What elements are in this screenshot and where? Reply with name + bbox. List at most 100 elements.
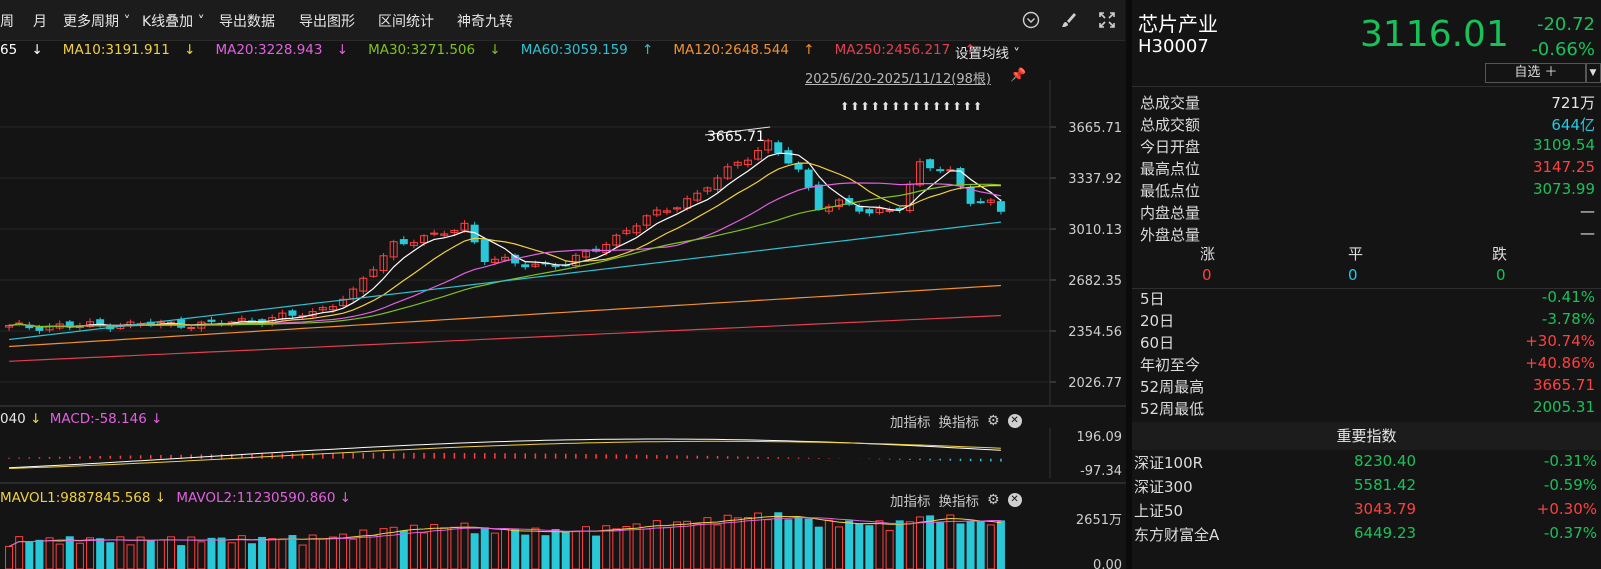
volume-bar — [268, 538, 277, 569]
export-chart-button[interactable]: 导出图形 — [299, 14, 355, 30]
volume-bar — [936, 522, 945, 569]
candle-body — [96, 319, 105, 325]
kline-overlay-menu[interactable]: K线叠加 ˅ — [142, 11, 205, 31]
volume-bar — [187, 536, 196, 569]
candle-body — [328, 306, 337, 311]
return-row: 5日 -0.41% — [1140, 288, 1595, 308]
period-month-tab[interactable]: 月 — [33, 14, 47, 30]
switch-indicator-button[interactable]: 换指标 — [938, 415, 980, 431]
macd-legend: 040 ↓ MACD:-58.146 ↓ — [0, 411, 162, 427]
volume-chart[interactable]: 2651万 0.00 — [0, 508, 1126, 569]
close-icon[interactable]: ✕ — [1007, 493, 1022, 507]
change-percent: -0.66% — [1531, 39, 1595, 60]
candle-body — [996, 201, 1005, 212]
fullscreen-icon[interactable] — [1097, 10, 1117, 30]
gear-icon[interactable]: ⚙ — [987, 413, 1000, 429]
volume-bar — [65, 536, 74, 569]
candle-body — [976, 201, 985, 204]
index-code: H30007 — [1138, 36, 1209, 57]
collapse-icon[interactable] — [1021, 10, 1041, 30]
macd-chart[interactable]: 196.09 -97.34 — [0, 428, 1126, 478]
volume-bar — [764, 519, 773, 569]
volume-bar — [511, 529, 520, 569]
volume-bar — [946, 514, 955, 569]
divider — [1132, 288, 1601, 289]
ma5-value: 65 ↓ — [0, 42, 43, 58]
candle-body — [440, 233, 449, 236]
add-indicator-button[interactable]: 加指标 — [890, 415, 931, 431]
watchlist-dropdown-icon[interactable]: ▼ — [1585, 63, 1601, 83]
mavol-arrow: ↓ — [339, 490, 352, 506]
y-axis-label: 3665.71 — [1068, 121, 1122, 136]
candle-body — [480, 239, 489, 262]
period-week-tab[interactable]: 周 — [0, 14, 14, 30]
candle-body — [288, 310, 297, 316]
volume-bar — [501, 528, 509, 569]
ma20-value: MA20:3228.943 ↓ — [215, 42, 349, 58]
return-row: 年初至今 +40.86% — [1140, 354, 1595, 374]
peak-pointer — [704, 126, 771, 136]
volume-bar — [814, 526, 823, 569]
volume-bar — [743, 517, 752, 569]
volume-bar — [247, 543, 256, 569]
ma10-value: MA10:3191.911 ↓ — [62, 42, 196, 58]
candle-body — [865, 209, 874, 214]
add-indicator-button[interactable]: 加指标 — [890, 494, 931, 510]
breadth-up-label: 涨 — [1200, 245, 1216, 263]
stat-row: 总成交额 644亿 — [1140, 116, 1595, 134]
chevron-down-icon: ˅ — [119, 14, 131, 30]
index-row[interactable]: 深证100R 8230.40 -0.31% — [1134, 452, 1597, 472]
candle-body — [389, 241, 398, 258]
candle-body — [622, 230, 631, 234]
volume-bar — [258, 536, 267, 569]
candle-body — [359, 277, 368, 292]
gear-icon[interactable]: ⚙ — [987, 492, 1000, 508]
magic-nine-button[interactable]: 神奇九转 — [457, 14, 513, 30]
panel-divider[interactable] — [0, 405, 1126, 407]
volume-bar — [673, 521, 682, 569]
ma-settings-label: 设置均线 — [955, 46, 1009, 62]
date-range-label[interactable]: 2025/6/20-2025/11/12(98根) — [805, 72, 991, 87]
volume-bar — [612, 528, 621, 569]
volume-bar — [521, 534, 530, 569]
panel-divider[interactable] — [0, 482, 1126, 484]
change-value: -20.72 — [1536, 14, 1595, 35]
ma120-value: MA120:2648.544 ↑ — [673, 42, 815, 58]
candle-body — [784, 150, 793, 164]
volume-bar — [460, 522, 469, 569]
index-row[interactable]: 深证300 5581.42 -0.59% — [1134, 476, 1597, 496]
pin-icon[interactable]: 📌 — [1010, 68, 1027, 83]
candle-body — [885, 209, 894, 212]
candle-body — [733, 161, 742, 166]
more-periods-menu[interactable]: 更多周期 ˅ — [63, 11, 130, 31]
range-stats-button[interactable]: 区间统计 — [378, 14, 434, 30]
price-change: -20.72 -0.66% — [1531, 12, 1595, 62]
index-row[interactable]: 上证50 3043.79 +0.30% — [1134, 500, 1597, 520]
panel-splitter[interactable] — [1126, 0, 1132, 569]
index-row[interactable]: 东方财富全A 6449.23 -0.37% — [1134, 524, 1597, 544]
more-periods-label: 更多周期 — [63, 14, 119, 30]
volume-bar — [237, 535, 246, 569]
volume-bar — [996, 520, 1005, 569]
candle-body — [450, 230, 459, 234]
volume-bar — [298, 544, 307, 569]
dea-line — [9, 440, 1001, 469]
candle-body — [824, 206, 833, 212]
brush-icon[interactable] — [1059, 10, 1079, 30]
add-watchlist-button[interactable]: 自选 ＋ — [1485, 63, 1587, 83]
candle-body — [5, 324, 14, 328]
volume-bar — [683, 520, 692, 569]
ma-legend: 65 ↓ MA10:3191.911 ↓ MA20:3228.943 ↓ MA30:3… — [0, 42, 996, 60]
candle-body — [764, 140, 773, 151]
ma-settings-button[interactable]: 设置均线 ˅ — [955, 42, 1020, 62]
candle-body — [460, 222, 469, 231]
kline-chart[interactable]: 3665.71 3337.92 3010.13 2682.35 2354.56 2026.… — [0, 80, 1126, 405]
mavol2-line — [8, 517, 1001, 547]
switch-indicator-button[interactable]: 换指标 — [938, 494, 980, 510]
candle-body — [571, 254, 580, 267]
volume-bar — [45, 537, 54, 569]
peak-label: 3665.71 — [707, 129, 765, 145]
export-data-button[interactable]: 导出数据 — [219, 14, 275, 30]
volume-bar — [875, 520, 884, 569]
close-icon[interactable]: ✕ — [1007, 414, 1022, 428]
